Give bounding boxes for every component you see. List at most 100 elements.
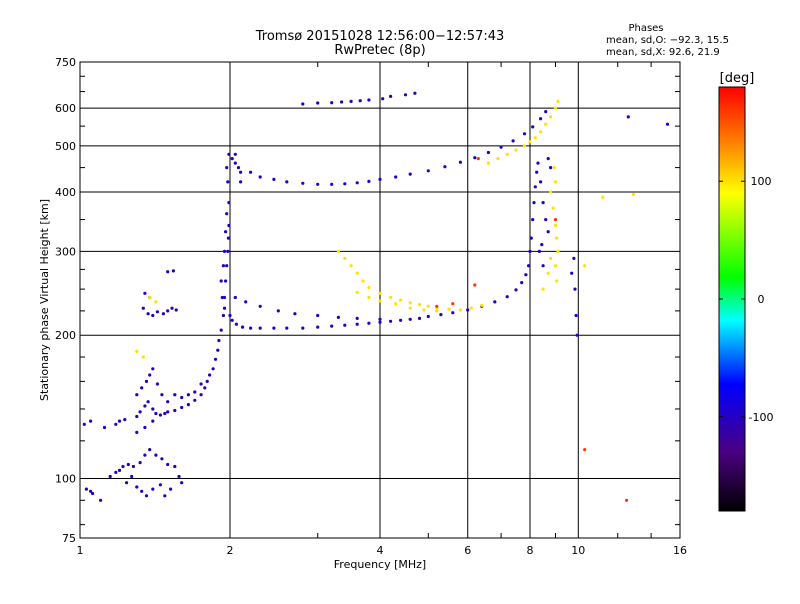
o-mode-point	[141, 306, 145, 310]
o-mode-point	[572, 256, 576, 260]
o-mode-point	[211, 367, 215, 371]
x-mode-point	[544, 122, 548, 126]
x-mode-point	[549, 115, 553, 119]
o-mode-point	[117, 419, 122, 423]
o-mode-point	[151, 313, 155, 318]
y-tick-label: 600	[55, 102, 76, 115]
o-mode-point	[224, 230, 228, 234]
o-mode-point	[505, 295, 509, 299]
o-mode-point	[236, 166, 241, 170]
o-mode-point	[121, 464, 125, 469]
o-mode-point	[163, 411, 167, 416]
o-mode-point	[170, 306, 174, 310]
x-mode-point	[583, 448, 587, 452]
o-mode-point	[532, 201, 536, 205]
o-mode-point	[114, 470, 118, 474]
x-mode-point	[514, 148, 518, 152]
o-mode-point	[203, 386, 207, 390]
o-mode-point	[486, 150, 490, 155]
y-tick-label: 200	[55, 329, 76, 342]
o-mode-point	[174, 308, 178, 312]
o-mode-point	[226, 236, 230, 240]
o-mode-point	[330, 324, 334, 328]
o-mode-point	[155, 382, 159, 386]
x-mode-point	[336, 249, 340, 253]
o-mode-point	[219, 328, 223, 332]
x-mode-point	[555, 236, 559, 240]
o-mode-point	[378, 177, 382, 181]
o-mode-point	[140, 386, 144, 390]
x-mode-point	[367, 285, 371, 290]
o-mode-point	[180, 481, 184, 485]
o-mode-point	[276, 309, 280, 313]
x-mode-point	[426, 304, 430, 308]
colorbar-ticks: 100 0 -100	[719, 175, 773, 424]
x-mode-point	[422, 308, 426, 312]
o-mode-point	[458, 160, 462, 164]
o-mode-point	[166, 400, 170, 404]
o-mode-point	[378, 317, 382, 321]
y-tick-label: 750	[55, 56, 76, 69]
x-mode-point	[435, 309, 439, 313]
o-mode-point	[272, 177, 276, 181]
o-mode-point	[403, 93, 408, 97]
o-mode-point	[148, 373, 152, 377]
o-mode-point	[355, 316, 359, 320]
x-mode-point	[553, 180, 558, 184]
o-mode-point	[226, 249, 230, 253]
o-mode-point	[163, 494, 167, 498]
colorbar-label: [deg]	[720, 71, 755, 86]
o-mode-point	[158, 483, 162, 487]
x-tick-label: 6	[464, 544, 471, 557]
o-mode-point	[143, 425, 147, 430]
x-mode-point	[417, 303, 422, 307]
o-mode-point	[285, 180, 289, 184]
o-mode-point	[367, 98, 371, 102]
o-mode-point	[301, 326, 305, 330]
x-mode-point	[458, 308, 462, 312]
o-mode-point	[249, 170, 253, 174]
o-mode-point	[143, 453, 147, 457]
o-mode-point	[527, 264, 531, 268]
o-mode-point	[540, 243, 544, 247]
x-tick-label: 1	[77, 544, 84, 557]
x-mode-point	[135, 349, 139, 353]
x-mode-point	[389, 295, 393, 300]
x-mode-point	[549, 256, 553, 260]
o-mode-point	[241, 325, 245, 329]
o-mode-point	[381, 97, 385, 101]
o-mode-point	[355, 181, 359, 185]
o-mode-point	[216, 348, 220, 352]
x-mode-point	[533, 136, 537, 140]
x-mode-point	[583, 264, 587, 268]
x-tick-label: 4	[377, 544, 384, 557]
o-mode-point	[549, 166, 553, 170]
x-mode-point	[394, 302, 398, 306]
o-mode-point	[221, 313, 225, 318]
o-mode-point	[221, 264, 225, 268]
o-mode-point	[91, 491, 95, 496]
o-mode-point	[225, 264, 229, 268]
o-mode-point	[84, 487, 88, 491]
o-mode-point	[138, 461, 142, 465]
o-mode-point	[166, 410, 170, 414]
o-mode-point	[171, 269, 175, 273]
o-mode-point	[316, 182, 320, 186]
x-mode-point	[496, 157, 500, 161]
o-mode-point	[233, 295, 237, 300]
o-mode-point	[148, 448, 152, 452]
o-mode-point	[226, 180, 230, 184]
o-mode-point	[249, 326, 253, 330]
o-mode-point	[228, 313, 232, 318]
o-mode-point	[522, 132, 527, 136]
axis-ticks: 1 2 4 6 8 10 16 75 100 200 300 400 500 600 750	[55, 56, 687, 557]
o-mode-point	[180, 395, 184, 400]
x-tick-label: 16	[673, 544, 687, 557]
x-mode-point	[556, 249, 560, 253]
o-mode-point	[413, 91, 417, 95]
o-mode-point	[665, 122, 670, 126]
x-mode-point	[553, 106, 558, 110]
x-mode-point	[553, 264, 558, 268]
o-mode-point	[220, 295, 224, 300]
o-mode-point	[301, 102, 305, 106]
